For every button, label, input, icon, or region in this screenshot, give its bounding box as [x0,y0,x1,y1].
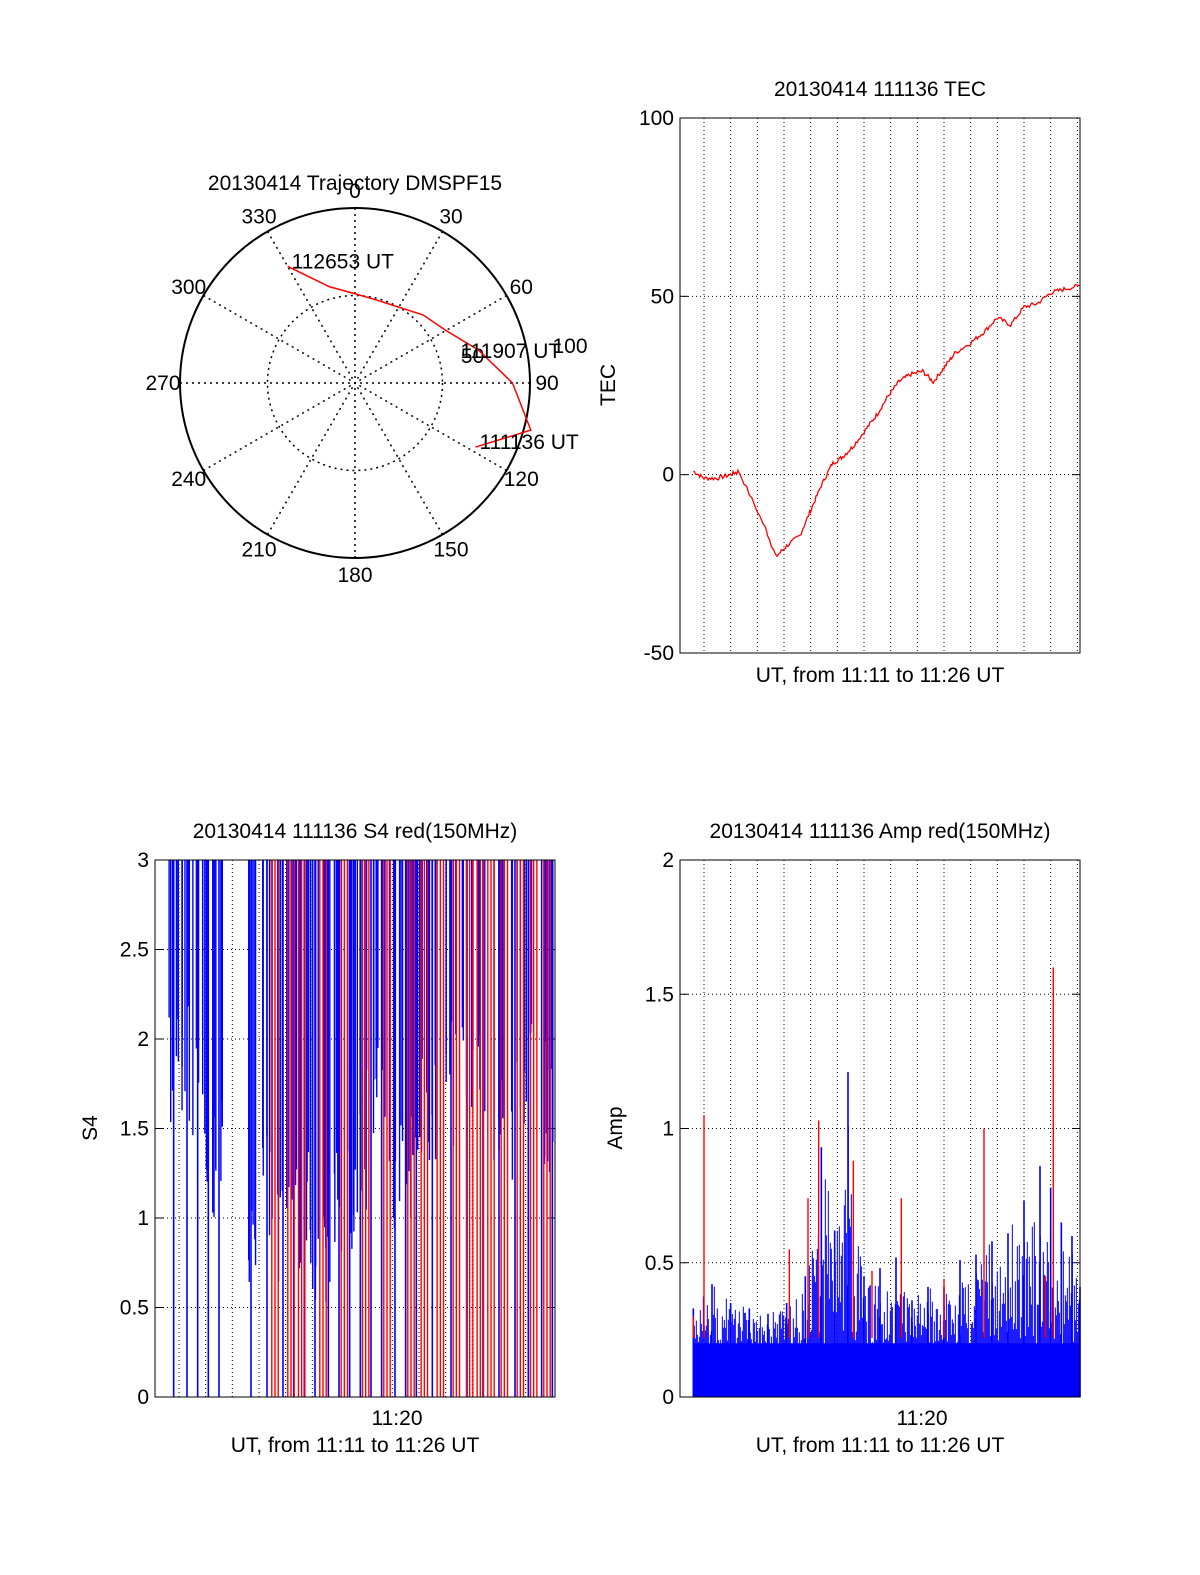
polar-angle-label: 240 [171,468,206,491]
amp-x-tick-label: 11:20 [897,1407,948,1430]
s4-axes-box [154,859,556,1398]
polar-angle-label: 210 [241,538,276,561]
polar-title: 20130414 Trajectory DMSPF15 [208,172,502,195]
amp-x-axis-label: UT, from 11:11 to 11:26 UT [756,1434,1005,1457]
tec-axes-box [679,117,1081,654]
y-tick-label: 50 [651,285,674,308]
tec-y-axis-label: TEC [597,364,620,406]
amp-chart: 20130414 111136 Amp red(150MHz) 0 0.5 1 1.5… [604,820,1081,1457]
tec-x-axis-label: UT, from 11:11 to 11:26 UT [756,664,1005,687]
s4-x-axis-label: UT, from 11:11 to 11:26 UT [231,1434,480,1457]
polar-grid [179,207,531,559]
s4-chart: 20130414 111136 S4 red(150MHz) 0 0.5 1 1.5 2… [79,820,556,1457]
tec-title: 20130414 111136 TEC [774,78,986,101]
y-tick-label: 100 [639,107,674,130]
polar-angle-label: 330 [241,206,276,229]
polar-radius-label: 100 [552,335,587,358]
y-tick-label: 0 [662,1386,674,1409]
polar-angle-label: 270 [145,372,180,395]
polar-time-annotation: 111907 UT [460,340,561,363]
polar-angle-label: 180 [337,564,372,587]
s4-y-ticks: 0 0.5 1 1.5 2 2.5 3 [120,849,149,1409]
tec-line [693,283,1081,558]
trajectory-polar-chart: 20130414 Trajectory DMSPF15 0 30 60 90 120 15… [145,172,587,587]
tec-y-ticks: 100 50 0 -50 [639,107,674,665]
amp-y-ticks: 0 0.5 1 1.5 2 [645,849,674,1409]
polar-spoke [266,231,444,535]
y-tick-label: 3 [137,849,149,872]
polar-angle-label: 120 [504,468,539,491]
s4-x-tick-label: 11:20 [372,1407,423,1430]
polar-trajectory-line [287,265,532,448]
amp-y-axis-label: Amp [604,1106,627,1149]
tec-line-chart: 20130414 111136 TEC 100 50 0 -50 TEC UT, fr… [597,78,1081,687]
y-tick-label: 0.5 [120,1297,149,1320]
polar-trajectory-series [287,265,532,448]
amp-axes-box [679,859,1081,1398]
s4-series [168,860,554,1397]
y-tick-label: 0 [137,1386,149,1409]
polar-time-annotations: 112653 UT 111907 UT 111136 UT [292,250,579,454]
polar-angle-label: 30 [439,206,462,229]
polar-time-annotation: 112653 UT [292,250,395,273]
polar-time-annotation: 111136 UT [480,431,579,454]
y-tick-label: 2 [137,1028,149,1051]
y-tick-label: 1 [662,1118,674,1141]
y-tick-label: 1 [137,1207,149,1230]
polar-angle-label: 90 [535,372,558,395]
amp-series [692,967,1081,1397]
s4-y-axis-label: S4 [79,1115,102,1141]
polar-angle-label: 60 [510,276,533,299]
polar-angle-label: 0 [349,180,361,203]
amp-title: 20130414 111136 Amp red(150MHz) [710,820,1051,843]
y-tick-label: 2 [662,849,674,872]
s4-title: 20130414 111136 S4 red(150MHz) [193,820,518,843]
y-tick-label: 0 [662,464,674,487]
y-tick-label: 1.5 [645,983,674,1006]
y-tick-label: -50 [644,642,674,665]
tec-series [693,283,1081,558]
y-tick-label: 1.5 [120,1118,149,1141]
polar-angle-label: 300 [171,276,206,299]
y-tick-label: 2.5 [120,939,149,962]
polar-inner-circle [266,294,444,472]
polar-angle-label: 150 [433,538,468,561]
y-tick-label: 0.5 [645,1252,674,1275]
